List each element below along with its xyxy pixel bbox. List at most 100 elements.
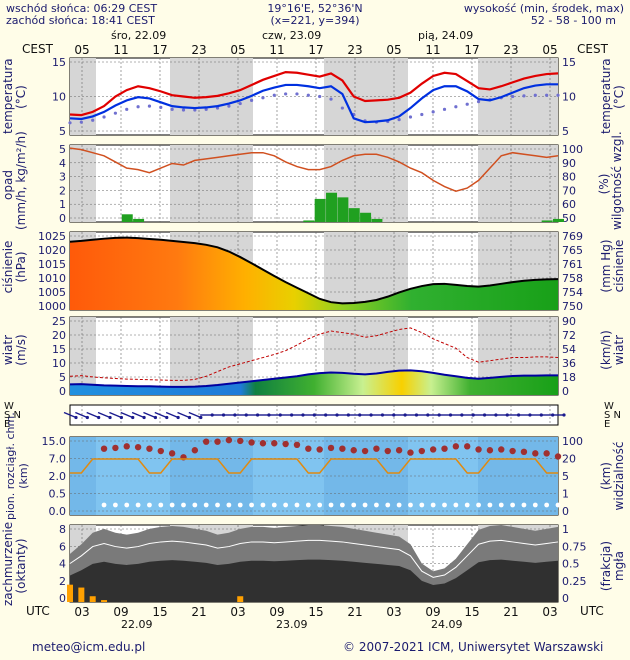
wind-direction-arrow-head <box>165 415 169 420</box>
bottom-hour-label: 09 <box>425 605 440 619</box>
precip-bar <box>348 208 360 222</box>
dewpoint-point <box>249 98 254 102</box>
cloud-top-point <box>191 447 199 454</box>
cloud-base-point <box>124 502 130 508</box>
visibility-tick-right: 100 <box>562 435 583 448</box>
height-values: 52 - 58 - 100 m <box>530 14 616 27</box>
cloud-top-point <box>441 445 448 452</box>
cloud-base-point <box>555 502 561 508</box>
clouds-tick-left: 2.0 <box>49 470 67 483</box>
cloud-top-point <box>464 443 471 450</box>
fog-bar <box>237 596 244 602</box>
wind-tick-left: 20 <box>52 329 66 342</box>
cloud-base-point <box>305 502 311 508</box>
wind-direction-arrow <box>86 411 99 419</box>
dewpoint-point <box>181 108 186 112</box>
cloud-top-point <box>112 444 119 452</box>
cloud-base-point <box>396 502 402 508</box>
pressure-label-left: ciśnienie (hPa) <box>1 240 28 294</box>
dewpoint-point <box>238 101 242 106</box>
cloud-top-point <box>418 447 426 455</box>
cloud-top-point <box>168 450 176 457</box>
sunrise-text: wschód słońca: 06:29 CEST <box>6 2 158 15</box>
temp-tick-right: 15 <box>562 56 576 69</box>
tz-label-top-left: CEST <box>22 42 53 56</box>
cloud-top-point <box>498 446 505 453</box>
cloud-base-point <box>203 502 209 508</box>
sunset-text: zachód słońca: 18:41 CEST <box>6 14 155 27</box>
wind-direction-arrow-head <box>199 415 203 420</box>
cloud-top-point <box>373 445 380 452</box>
top-hour-label: 05 <box>386 43 401 57</box>
visibility-tick-right: 5 <box>562 470 569 483</box>
cloud-top-point <box>282 440 289 448</box>
fog-tick-right: 0.5 <box>562 558 580 571</box>
cover-tick-left: 6 <box>59 540 66 553</box>
wind-tick-right: 90 <box>562 315 576 328</box>
fog-bar <box>67 584 73 602</box>
precip-bar <box>371 218 383 222</box>
cloud-base-point <box>453 502 459 508</box>
dewpoint-point <box>533 93 537 97</box>
cloud-top-point <box>384 447 391 455</box>
clouds-label-right: (km) widzialność <box>599 441 626 511</box>
dewpoint-point <box>522 94 526 98</box>
contact-email[interactable]: meteo@icm.edu.pl <box>32 640 146 654</box>
dewpoint-point <box>329 97 333 101</box>
pressure-tick-left: 1010 <box>38 272 66 285</box>
cloud-base-point <box>544 502 550 508</box>
cover-label-right: (frakcja) mgła <box>599 540 626 592</box>
winddir-compass-left: W S N E <box>4 401 22 430</box>
cover-tick-left: 8 <box>59 523 66 536</box>
fog-tick-right: 0 <box>562 592 569 605</box>
grid-point-text: (x=221, y=394) <box>270 14 360 27</box>
cloud-top-point <box>271 440 278 447</box>
precip-tick-left: 1 <box>59 198 66 211</box>
wind-area <box>70 370 558 395</box>
pressure-tick-left: 1000 <box>38 300 66 313</box>
wind-gust-line <box>69 327 559 381</box>
precip-tick-left: 2 <box>59 184 66 197</box>
cloud-top-point <box>134 443 142 451</box>
dewpoint-point <box>476 100 481 104</box>
cloud-top-point <box>157 447 164 455</box>
wind-tick-left: 25 <box>52 315 66 328</box>
wind-direction-arrow <box>63 411 77 419</box>
wind-direction-arrow-head <box>142 415 146 420</box>
wind-direction-arrow-head <box>119 415 123 420</box>
wind-direction-arrow-head <box>108 415 112 420</box>
cloud-base-point <box>249 502 254 508</box>
dewpoint-point <box>272 93 276 97</box>
dewpoint-point <box>170 107 174 111</box>
cloud-base-point <box>339 502 345 508</box>
wind-direction-arrow-head <box>562 413 566 417</box>
pressure-tick-left: 1005 <box>38 286 66 299</box>
wind-direction-arrow <box>154 411 168 419</box>
precip-bar <box>303 220 315 222</box>
tz-label-bottom-left: UTC <box>26 604 50 618</box>
cloud-top-point <box>259 440 267 447</box>
wind-tick-right: 54 <box>562 343 576 356</box>
cloud-base-point <box>408 502 413 508</box>
wind-direction-arrow <box>75 411 88 419</box>
pressure-area <box>70 237 558 310</box>
fog-bar <box>89 596 96 602</box>
date-label-3: 24.09 <box>431 618 463 631</box>
top-hour-label: 23 <box>503 43 518 57</box>
humidity-tick-right: 90 <box>562 157 576 170</box>
precip-bar <box>337 197 349 222</box>
top-hour-label: 17 <box>152 43 167 57</box>
dewpoint-point <box>159 105 163 110</box>
visibility-tick-right: 0 <box>562 505 569 518</box>
fog-tick-right: 0.75 <box>562 540 587 553</box>
clouds-tick-left: 7.0 <box>49 453 67 466</box>
pressure-tick-right: 758 <box>562 272 583 285</box>
dewpoint-point <box>420 112 424 117</box>
dewpoint-point <box>113 111 117 115</box>
pressure-label-right: (mm Hg) ciśnienie <box>599 239 626 293</box>
cloud-top-point <box>146 445 153 452</box>
temperature-label-right: temperatura (°C) <box>599 58 626 134</box>
low-cloud-area <box>70 559 558 602</box>
cloud-top-point <box>532 450 539 457</box>
precip-label-left: opad (mm/h, kg/m²/h) <box>1 131 28 230</box>
